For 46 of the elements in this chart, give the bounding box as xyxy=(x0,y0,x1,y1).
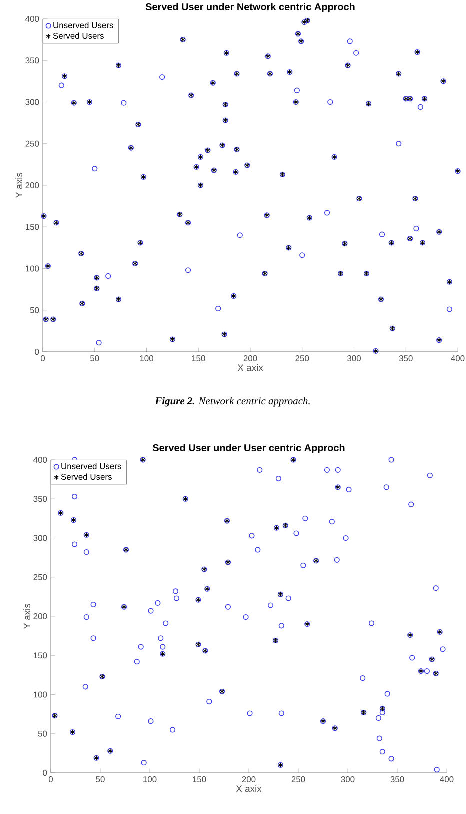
chart-title: Served User under Network centric Approch xyxy=(146,3,355,12)
y-tick-label: 300 xyxy=(34,535,48,542)
y-tick-label: 400 xyxy=(26,16,40,22)
legend-label: Served Users xyxy=(53,32,104,40)
x-tick-label: 200 xyxy=(242,776,256,783)
y-axis-title: Y axis xyxy=(16,172,23,198)
y-tick-label: 350 xyxy=(34,496,48,502)
legend-label: Unserved Users xyxy=(54,22,114,28)
text: Figure 2. Network centric approach. xyxy=(155,397,310,407)
y-tick-label: 100 xyxy=(34,692,48,698)
y-tick-label: 50 xyxy=(38,730,48,737)
x-tick-label: 100 xyxy=(140,356,154,362)
y-tick-label: 400 xyxy=(34,457,48,463)
x-tick-label: 0 xyxy=(48,776,54,783)
y-tick-label: 150 xyxy=(34,652,48,659)
y-axis-title: Y axis xyxy=(24,604,31,630)
x-axis-title: X axix xyxy=(236,785,262,792)
x-tick-label: 300 xyxy=(341,776,355,783)
y-tick-label: 300 xyxy=(26,99,40,106)
y-tick-label: 50 xyxy=(30,307,40,314)
x-tick-label: 150 xyxy=(192,356,206,362)
x-tick-label: 250 xyxy=(292,776,306,783)
y-tick-label: 100 xyxy=(26,266,40,272)
x-tick-label: 400 xyxy=(451,356,465,362)
y-tick-label: 200 xyxy=(34,614,48,620)
x-tick-label: 350 xyxy=(399,356,413,362)
y-tick-label: 250 xyxy=(34,574,48,580)
y-tick-label: 0 xyxy=(43,770,48,776)
y-tick-label: 0 xyxy=(35,349,40,355)
x-tick-label: 50 xyxy=(90,356,100,362)
legend-label: Served Users xyxy=(61,474,112,480)
x-tick-label: 200 xyxy=(244,356,258,362)
x-tick-label: 350 xyxy=(390,776,404,783)
y-tick-label: 350 xyxy=(26,58,40,64)
x-tick-label: 400 xyxy=(440,776,454,783)
y-tick-label: 150 xyxy=(26,224,40,230)
x-tick-label: 300 xyxy=(348,356,361,362)
x-tick-label: 150 xyxy=(193,776,206,783)
x-tick-label: 50 xyxy=(96,776,105,783)
legend-label: Unserved Users xyxy=(62,463,122,470)
chart-title: Served User under User centric Approch xyxy=(152,444,345,454)
y-tick-label: 250 xyxy=(26,140,40,147)
x-axis-title: X axix xyxy=(238,364,264,372)
y-tick-label: 200 xyxy=(26,182,40,188)
x-tick-label: 100 xyxy=(144,776,157,783)
x-tick-label: 250 xyxy=(296,356,310,362)
